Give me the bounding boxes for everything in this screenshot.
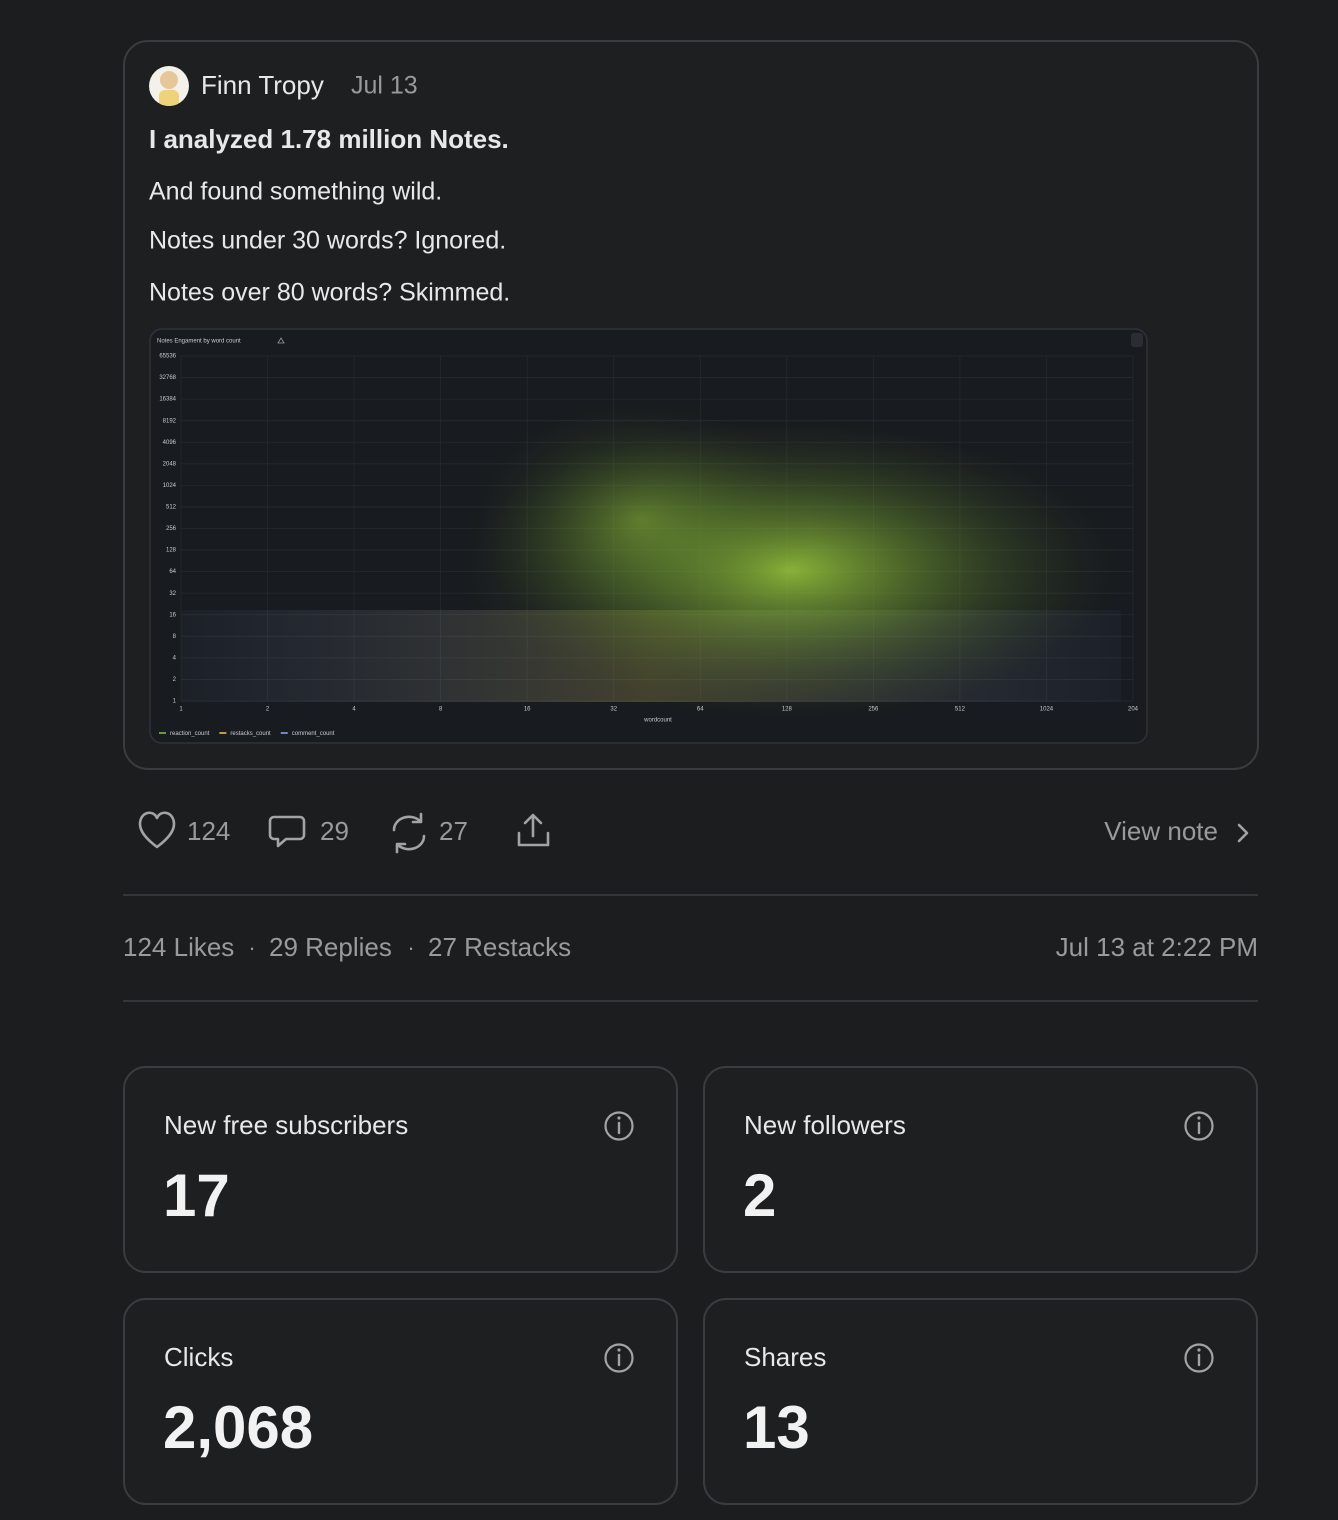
stat-card-frame [123, 1066, 678, 1273]
info-circle [604, 1111, 634, 1141]
replies-summary[interactable]: 29 Replies [269, 932, 392, 962]
stat-value: 17 [163, 1162, 230, 1229]
y-tick-label: 2048 [163, 461, 177, 467]
post-line: Notes over 80 words? Skimmed. [149, 279, 510, 307]
x-tick-label: 512 [955, 707, 966, 713]
x-tick-label: 64 [697, 707, 704, 713]
y-tick-label: 128 [166, 548, 177, 554]
info-icon[interactable] [604, 1343, 634, 1373]
stat-value: 13 [743, 1394, 810, 1461]
y-tick-label: 65536 [159, 354, 176, 360]
stat-card: Shares 13 [703, 1298, 1258, 1505]
info-circle [1184, 1111, 1214, 1141]
like-count: 124 [187, 816, 230, 846]
embedded-chart[interactable]: Notes Engament by word count 1 2 4 8 16 32 64 1… [149, 328, 1148, 744]
stat-label: New free subscribers [164, 1110, 408, 1140]
post-headline: I analyzed 1.78 million Notes. [149, 124, 509, 154]
x-tick-label: 4 [352, 707, 356, 713]
y-tick-label: 64 [169, 569, 176, 575]
legend-label[interactable]: restacks_count [230, 731, 271, 737]
post-date: Jul 13 [351, 72, 418, 100]
share-button[interactable] [517, 813, 550, 847]
x-tick-label: 32 [610, 707, 617, 713]
info-dot [617, 1116, 621, 1120]
restacks-summary[interactable]: 27 Restacks [428, 932, 571, 962]
view-note-text: View note [1104, 816, 1218, 846]
stat-card: Clicks 2,068 [123, 1298, 678, 1505]
y-tick-label: 32768 [159, 375, 176, 381]
y-tick-label: 16384 [159, 397, 176, 403]
stats-grid: New free subscribers 17 New followers 2 Clic… [123, 1066, 1258, 1505]
info-dot [1197, 1116, 1201, 1120]
chart-title: Notes Engament by word count [157, 339, 241, 345]
restack-count: 27 [439, 816, 468, 846]
stat-label: Clicks [164, 1342, 233, 1372]
y-tick-label: 4096 [163, 440, 177, 446]
x-tick-label: 1024 [1040, 707, 1054, 713]
author-name[interactable]: Finn Tropy [201, 70, 324, 100]
warning-icon [277, 337, 285, 344]
stat-card-frame [703, 1066, 1258, 1273]
y-tick-label: 512 [166, 505, 177, 511]
separator: · [248, 935, 255, 960]
y-tick-label: 32 [169, 591, 176, 597]
axes: 1248163264128256512102420484096819216384… [159, 354, 1138, 713]
avatar[interactable] [149, 66, 189, 108]
x-tick-label: 256 [868, 707, 879, 713]
likes-summary[interactable]: 124 Likes [123, 932, 234, 962]
y-tick-label: 1024 [163, 483, 177, 489]
y-tick-label: 16 [169, 612, 176, 618]
x-axis-label: wordcount [643, 718, 672, 724]
x-tick-label: 204 [1128, 707, 1139, 713]
restack-button[interactable]: 27 [392, 812, 468, 854]
stat-card-frame [703, 1298, 1258, 1505]
info-circle [1184, 1343, 1214, 1373]
stat-card-frame [123, 1298, 678, 1505]
legend: reaction_count restacks_count comment_coun… [159, 731, 335, 737]
legend-label[interactable]: reaction_count [170, 731, 210, 737]
stat-card: New followers 2 [703, 1066, 1258, 1273]
info-icon[interactable] [1184, 1111, 1214, 1141]
post-line: And found something wild. [149, 178, 442, 206]
stat-label: New followers [744, 1110, 906, 1140]
stat-label: Shares [744, 1342, 826, 1372]
timestamp: Jul 13 at 2:22 PM [1056, 932, 1258, 962]
y-tick-label: 2 [173, 677, 177, 683]
info-dot [617, 1348, 621, 1352]
y-tick-label: 4 [173, 655, 177, 661]
post-line: Notes under 30 words? Ignored. [149, 227, 506, 255]
scatter-texture [181, 400, 1121, 720]
info-icon[interactable] [604, 1111, 634, 1141]
view-note-link[interactable]: View note [1104, 816, 1249, 846]
stat-card: New free subscribers 17 [123, 1066, 678, 1273]
stat-value: 2,068 [163, 1394, 313, 1461]
y-tick-label: 8 [173, 634, 177, 640]
x-tick-label: 2 [266, 707, 270, 713]
x-tick-label: 128 [782, 707, 793, 713]
y-tick-label: 8192 [163, 418, 177, 424]
x-tick-label: 16 [524, 707, 531, 713]
reply-button[interactable]: 29 [268, 815, 349, 848]
reply-count: 29 [320, 816, 349, 846]
separator: · [407, 935, 414, 960]
x-tick-label: 1 [179, 707, 183, 713]
legend-label[interactable]: comment_count [292, 731, 335, 737]
info-dot [1197, 1348, 1201, 1352]
x-tick-label: 8 [439, 707, 443, 713]
stat-value: 2 [743, 1162, 776, 1229]
y-tick-label: 1 [173, 699, 177, 705]
info-icon[interactable] [1184, 1343, 1214, 1373]
like-button[interactable]: 124 [138, 811, 230, 849]
y-tick-label: 256 [166, 526, 177, 532]
chart-menu[interactable] [1131, 333, 1143, 347]
info-circle [604, 1343, 634, 1373]
